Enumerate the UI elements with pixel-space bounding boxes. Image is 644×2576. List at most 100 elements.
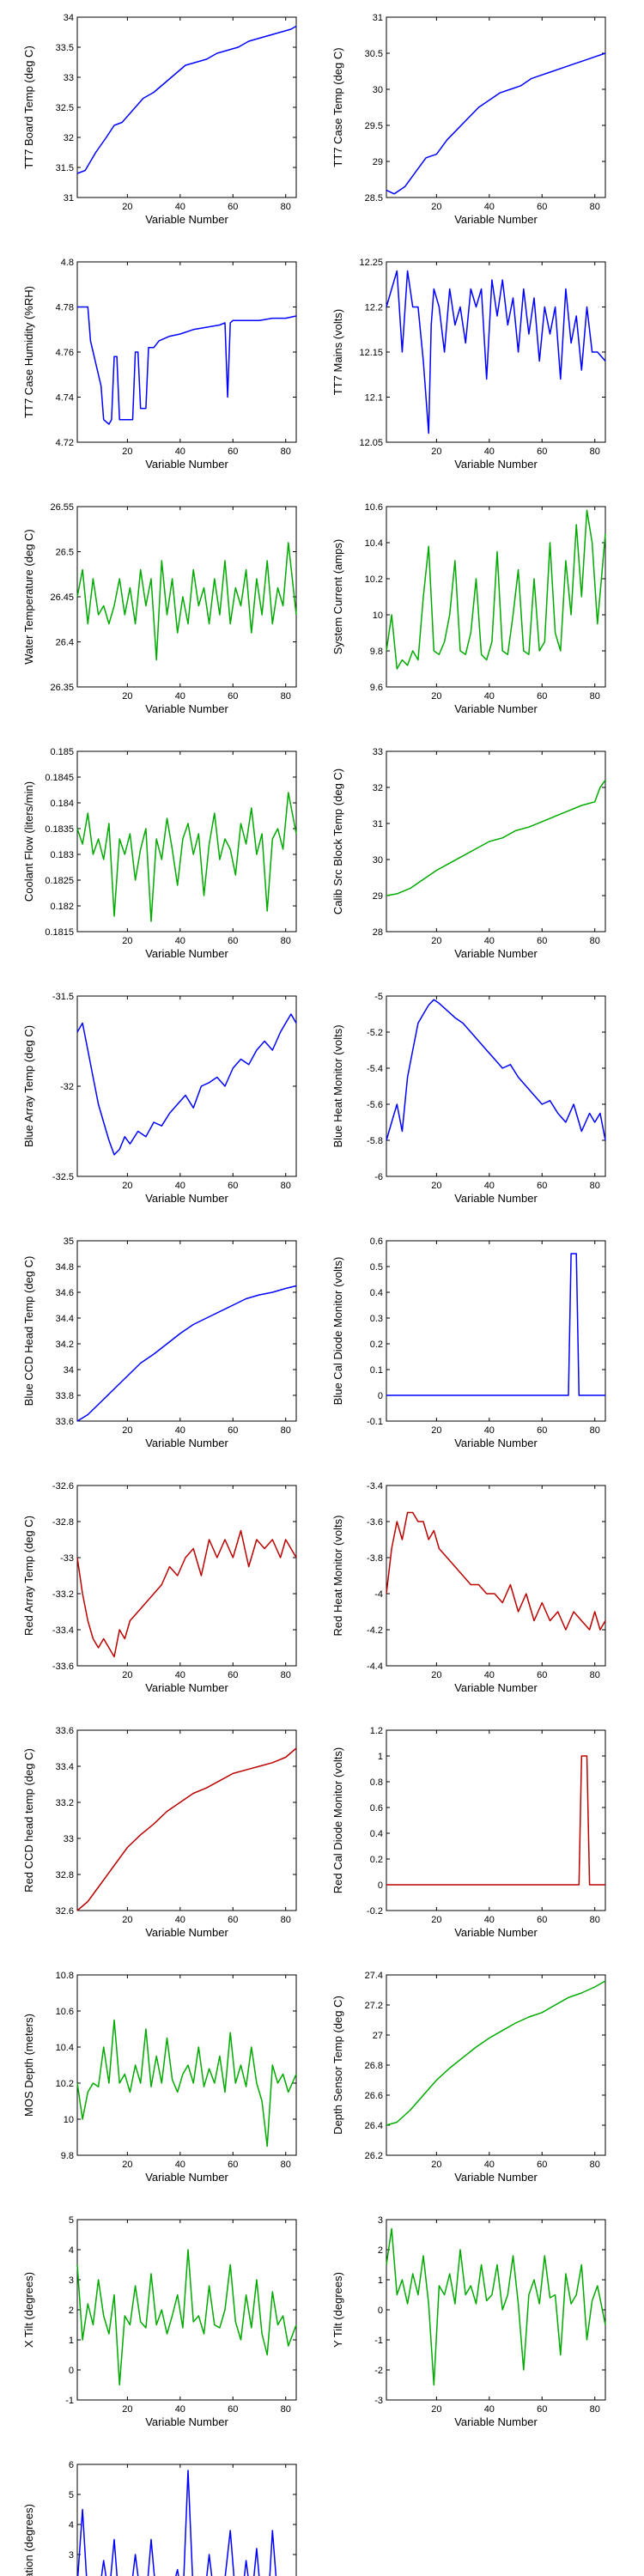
- x-tick-label: 60: [537, 202, 547, 212]
- x-axis-label: Variable Number: [454, 2171, 538, 2184]
- y-tick-label: -33.2: [52, 1589, 74, 1600]
- series-line: [76, 1285, 297, 1422]
- x-tick-label: 20: [122, 936, 132, 946]
- chart-panel: 20 40 60 80 9.8 10 10.2 10.4 10.6 10.8 Variable Nu…: [22, 1971, 297, 2184]
- y-tick-label: 33.5: [56, 43, 74, 53]
- y-tick-label: 33: [64, 73, 74, 83]
- y-tick-label: -3.8: [367, 1553, 383, 1564]
- plot-area: [386, 2219, 606, 2401]
- y-axis-label: System Current (amps): [331, 539, 344, 654]
- y-tick-label: 0.4: [370, 1829, 383, 1839]
- x-tick-label: 20: [122, 202, 132, 212]
- plot-area: [76, 1485, 297, 1667]
- x-tick-label: 80: [281, 2160, 291, 2170]
- series-line: [76, 1013, 297, 1156]
- y-tick-label: 26.55: [50, 502, 74, 513]
- y-axis-label: Blue Array Temp (deg C): [22, 1025, 35, 1147]
- x-axis-label: Variable Number: [454, 458, 538, 471]
- y-tick-label: 12.15: [359, 348, 383, 358]
- y-tick-label: 0.6: [370, 1236, 383, 1247]
- plot-area: [386, 1240, 606, 1422]
- plot-area: [386, 16, 606, 198]
- y-tick-label: 0.1825: [45, 876, 74, 886]
- x-axis-label: Variable Number: [454, 1926, 538, 1939]
- x-tick-label: 40: [175, 2160, 185, 2170]
- x-tick-label: 80: [281, 202, 291, 212]
- x-tick-label: 20: [122, 2160, 132, 2170]
- y-tick-label: 10.6: [365, 502, 383, 513]
- y-tick-label: -0.2: [367, 1906, 383, 1917]
- x-tick-label: 40: [175, 691, 185, 702]
- chart-panel: 204060800123456Variable NumberInclinatio…: [22, 2460, 297, 2576]
- x-tick-label: 40: [175, 1915, 185, 1925]
- x-tick-label: 20: [431, 202, 441, 212]
- chart-panel: 20 40 60 80 28 29 30 31 32 33 Variable Number Calib…: [331, 747, 606, 960]
- x-tick-label: 80: [590, 2160, 600, 2170]
- x-tick-label: 40: [484, 2160, 495, 2170]
- x-tick-label: 60: [228, 2160, 238, 2170]
- y-tick-label: 3: [69, 2550, 74, 2561]
- chart-panel: 20 40 60 80 -32.5 -32 -31.5 Variable Number Blue…: [22, 992, 297, 1205]
- series-line: [386, 1980, 606, 2126]
- y-tick-label: 12.05: [359, 438, 383, 448]
- y-tick-label: 0.1835: [45, 824, 74, 835]
- x-tick-label: 40: [175, 936, 185, 946]
- x-tick-label: 40: [484, 1915, 495, 1925]
- y-tick-label: 30.5: [365, 49, 383, 59]
- y-tick-label: -4.4: [367, 1662, 383, 1672]
- series-line: [386, 780, 606, 896]
- x-tick-label: 60: [228, 1181, 238, 1191]
- series-line: [386, 999, 606, 1141]
- y-tick-label: 26.4: [365, 2121, 383, 2131]
- y-tick-label: 34.2: [56, 1340, 74, 1350]
- y-axis-label: Coolant Flow (liters/min): [22, 781, 35, 902]
- x-tick-label: 60: [228, 2404, 238, 2415]
- y-tick-label: 34: [64, 13, 74, 23]
- x-tick-label: 80: [590, 2404, 600, 2415]
- y-tick-label: -1: [374, 2336, 383, 2346]
- y-tick-label: 1: [69, 2336, 74, 2346]
- y-tick-label: 10: [373, 611, 383, 621]
- x-axis-label: Variable Number: [454, 213, 538, 226]
- chart-panel: 20 40 60 80 26.35 26.4 26.45 26.5 26.55 Variable …: [22, 502, 297, 715]
- y-tick-label: 34: [64, 1365, 74, 1376]
- y-tick-label: 4.74: [56, 393, 74, 404]
- y-tick-label: 26.45: [50, 592, 74, 603]
- series-line: [76, 2249, 297, 2386]
- x-tick-label: 20: [431, 1181, 441, 1191]
- x-tick-label: 60: [228, 1425, 238, 1436]
- y-axis-label: Red CCD head temp (deg C): [22, 1748, 35, 1893]
- x-tick-label: 80: [590, 1915, 600, 1925]
- chart-panel: 20 40 60 80 9.6 9.8 10 10.2 10.4 10.6 Variable Num…: [331, 502, 606, 715]
- y-tick-label: 32.5: [56, 103, 74, 113]
- x-tick-label: 80: [281, 2404, 291, 2415]
- y-axis-label: Red Cal Diode Monitor (volts): [331, 1747, 344, 1894]
- y-tick-label: 0: [69, 2366, 74, 2376]
- y-tick-label: 34.6: [56, 1288, 74, 1298]
- x-tick-label: 20: [431, 1670, 441, 1680]
- chart-panel: 20 40 60 80 26.2 26.4 26.6 26.8 27 27.2 27.4 Variab…: [331, 1971, 606, 2184]
- y-tick-label: 2: [69, 2306, 74, 2316]
- x-tick-label: 80: [281, 936, 291, 946]
- y-tick-label: 10.4: [56, 2043, 74, 2053]
- series-line: [386, 2227, 606, 2386]
- plot-area: [386, 995, 606, 1177]
- series-line: [386, 1253, 605, 1396]
- y-axis-label: Blue CCD Head Temp (deg C): [22, 1256, 35, 1406]
- y-tick-label: 4.8: [61, 258, 74, 268]
- y-tick-label: 0.184: [50, 799, 74, 809]
- y-tick-label: 28: [373, 927, 383, 938]
- y-axis-label: TT7 Board Temp (deg C): [22, 46, 35, 169]
- x-tick-label: 80: [281, 447, 291, 457]
- x-tick-label: 40: [484, 202, 495, 212]
- y-tick-label: -32.8: [52, 1517, 74, 1528]
- x-tick-label: 60: [537, 691, 547, 702]
- y-tick-label: -5.6: [367, 1100, 383, 1110]
- x-tick-label: 60: [537, 447, 547, 457]
- series-line: [76, 2470, 277, 2576]
- series-line: [386, 1755, 605, 1886]
- plot-area: [76, 1729, 297, 1911]
- y-tick-label: 33.8: [56, 1391, 74, 1401]
- x-axis-label: Variable Number: [454, 1681, 538, 1694]
- x-tick-label: 80: [590, 1425, 600, 1436]
